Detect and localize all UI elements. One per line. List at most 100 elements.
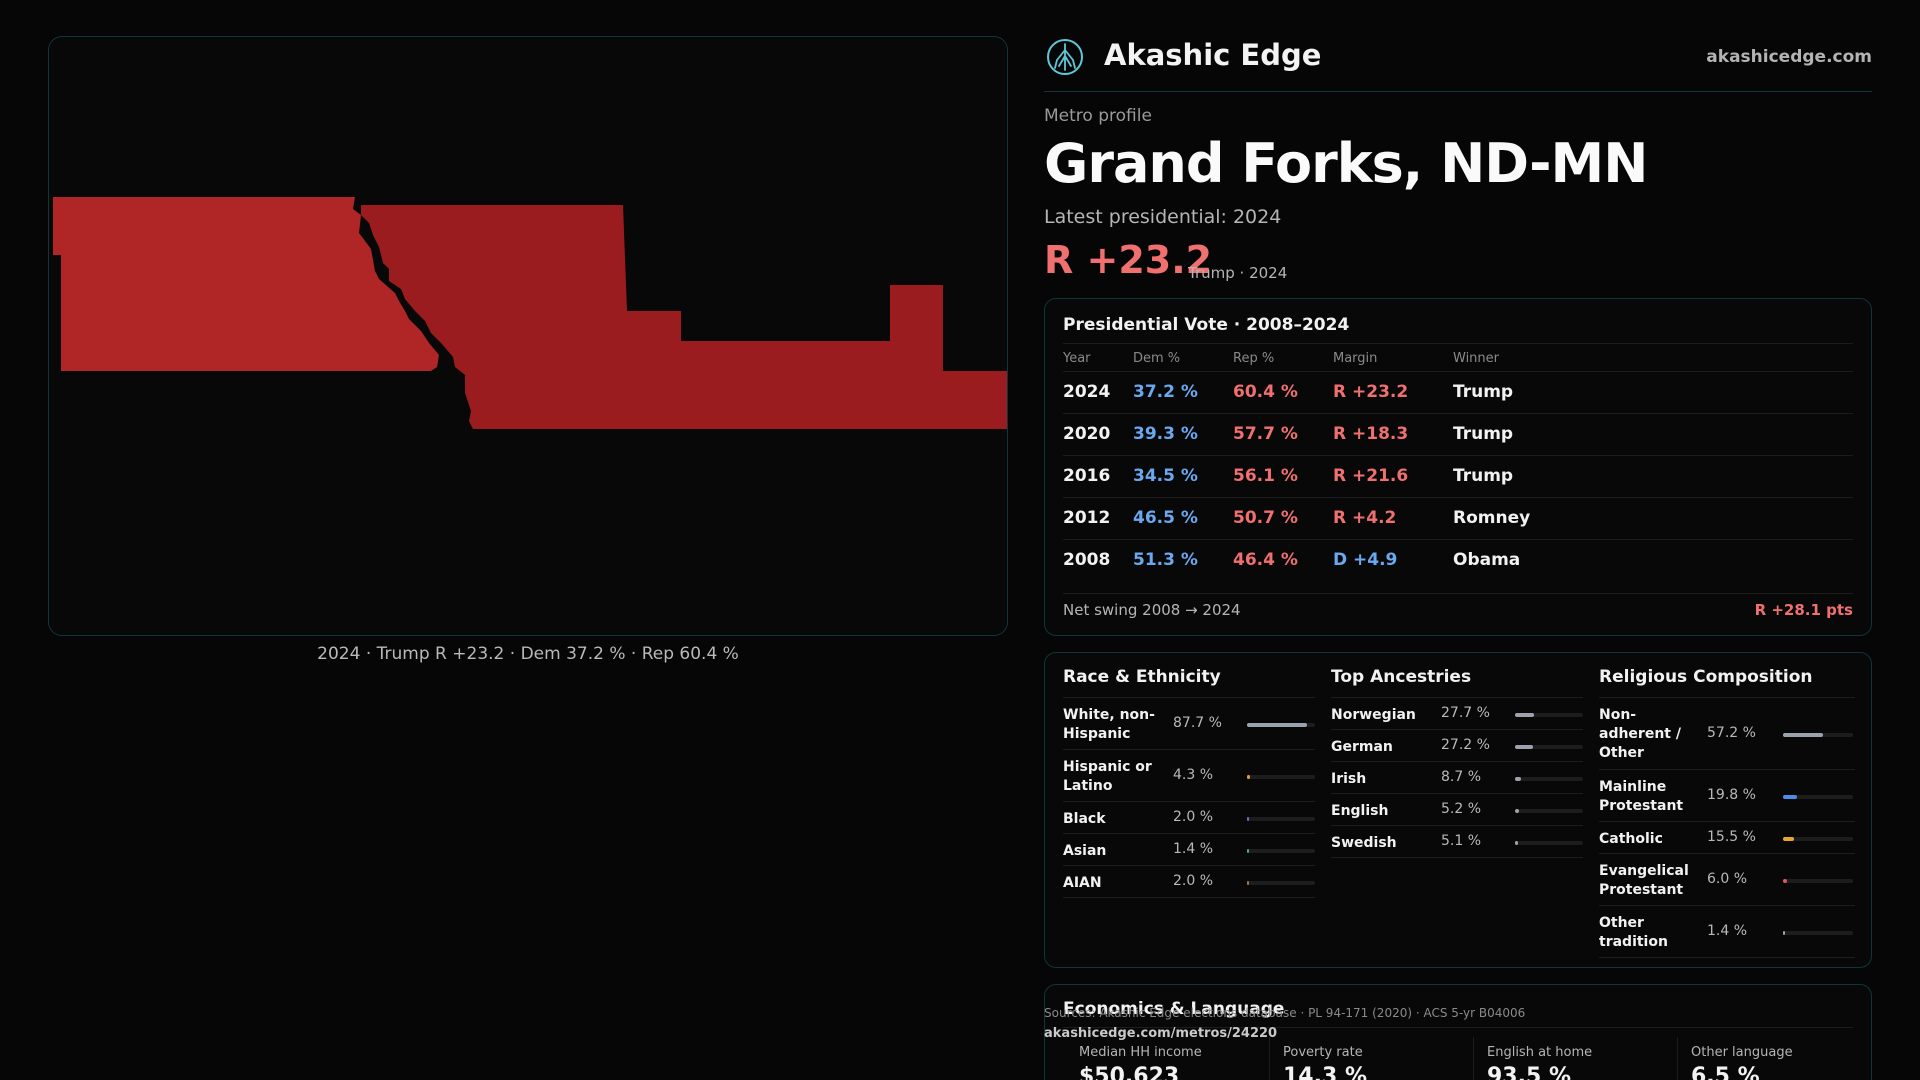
- religion-row: Other tradition 1.4 %: [1599, 906, 1855, 958]
- race-bar-track: [1247, 881, 1315, 885]
- demographics-card: Race & Ethnicity White, non-Hispanic 87.7…: [1044, 652, 1872, 968]
- religion-label: Catholic: [1599, 831, 1663, 847]
- latest-presidential-label: Latest presidential: 2024: [1044, 206, 1282, 228]
- ancestry-bar-track: [1515, 777, 1583, 781]
- brand-name[interactable]: Akashic Edge: [1104, 38, 1322, 72]
- vote-dem-pct: 46.5 %: [1133, 508, 1198, 528]
- religion-value: 6.0 %: [1707, 871, 1748, 887]
- metro-map[interactable]: [48, 36, 1008, 636]
- county-shapes: [53, 197, 1008, 429]
- race-value: 2.0 %: [1173, 873, 1214, 889]
- page-url[interactable]: akashicedge.com/metros/24220: [1044, 1026, 1278, 1041]
- vote-year: 2024: [1063, 382, 1111, 402]
- econ-stat: Median HH income $50,623: [1079, 1045, 1269, 1080]
- race-row: Black 2.0 %: [1063, 802, 1315, 834]
- ancestry-label: German: [1331, 739, 1393, 755]
- ancestry-bar-fill: [1515, 809, 1519, 813]
- religion-bar-fill: [1783, 931, 1785, 935]
- race-row: White, non-Hispanic 87.7 %: [1063, 698, 1315, 750]
- divider: [1063, 1027, 1853, 1028]
- religion-label: Non-adherent / Other: [1599, 707, 1681, 761]
- net-swing-value: R +28.1 pts: [1754, 601, 1853, 619]
- vote-dem-pct: 37.2 %: [1133, 382, 1198, 402]
- col-header-margin: Margin: [1333, 351, 1378, 366]
- vote-year: 2012: [1063, 508, 1111, 528]
- page-title: Grand Forks, ND-MN: [1044, 132, 1648, 195]
- vote-rep-pct: 57.7 %: [1233, 424, 1298, 444]
- econ-stat-value: 6.5 %: [1691, 1064, 1760, 1080]
- religion-row: Mainline Protestant 19.8 %: [1599, 770, 1855, 822]
- ancestry-bar-fill: [1515, 713, 1534, 717]
- vote-row: 2016 34.5 % 56.1 % R +21.6 Trump: [1063, 455, 1853, 497]
- vote-year: 2016: [1063, 466, 1111, 486]
- ancestry-bar-track: [1515, 809, 1583, 813]
- eyebrow-label: Metro profile: [1044, 106, 1152, 126]
- vote-margin: R +4.2: [1333, 508, 1397, 528]
- county-grand-forks-nd[interactable]: [53, 197, 439, 371]
- race-bar-track: [1247, 775, 1315, 779]
- divider: [1599, 697, 1855, 698]
- vote-dem-pct: 34.5 %: [1133, 466, 1198, 486]
- race-ethnicity-column: Race & Ethnicity White, non-Hispanic 87.7…: [1063, 667, 1315, 898]
- vote-year: 2020: [1063, 424, 1111, 444]
- ancestry-label: English: [1331, 803, 1389, 819]
- ancestry-bar-fill: [1515, 841, 1519, 845]
- net-swing-label: Net swing 2008 → 2024: [1063, 601, 1241, 619]
- race-bar-track: [1247, 723, 1315, 727]
- vote-year: 2008: [1063, 550, 1111, 570]
- religion-row: Catholic 15.5 %: [1599, 822, 1855, 854]
- religion-value: 19.8 %: [1707, 787, 1756, 803]
- race-label: Hispanic or Latino: [1063, 759, 1152, 794]
- ancestry-label: Swedish: [1331, 835, 1397, 851]
- vote-margin: R +18.3: [1333, 424, 1409, 444]
- religion-bar-fill: [1783, 879, 1788, 883]
- race-value: 1.4 %: [1173, 841, 1214, 857]
- religion-row: Non-adherent / Other 57.2 %: [1599, 698, 1855, 770]
- ancestry-value: 5.1 %: [1441, 833, 1482, 849]
- vote-row: 2020 39.3 % 57.7 % R +18.3 Trump: [1063, 413, 1853, 455]
- religion-label: Other tradition: [1599, 915, 1668, 950]
- race-title: Race & Ethnicity: [1063, 667, 1221, 687]
- divider: [1063, 343, 1853, 344]
- vote-rep-pct: 56.1 %: [1233, 466, 1298, 486]
- site-header: Akashic Edge akashicedge.com: [1044, 36, 1872, 92]
- vote-margin: R +23.2: [1333, 382, 1409, 402]
- race-label: Asian: [1063, 843, 1107, 859]
- race-bar-track: [1247, 817, 1315, 821]
- col-header-dem: Dem %: [1133, 351, 1181, 366]
- ancestry-value: 8.7 %: [1441, 769, 1482, 785]
- ancestry-label: Irish: [1331, 771, 1367, 787]
- religion-bar-track: [1783, 931, 1853, 935]
- divider: [1063, 593, 1853, 594]
- econ-stat: Other language 6.5 %: [1691, 1045, 1881, 1080]
- vote-winner: Trump: [1453, 382, 1514, 402]
- ancestry-value: 5.2 %: [1441, 801, 1482, 817]
- religion-value: 15.5 %: [1707, 829, 1756, 845]
- ancestry-row: Swedish 5.1 %: [1331, 826, 1583, 858]
- race-label: White, non-Hispanic: [1063, 707, 1155, 742]
- religion-value: 1.4 %: [1707, 923, 1748, 939]
- race-bar-fill: [1247, 723, 1307, 727]
- vote-dem-pct: 39.3 %: [1133, 424, 1198, 444]
- col-header-winner: Winner: [1453, 351, 1500, 366]
- county-polk-mn[interactable]: [361, 205, 1008, 429]
- religion-bar-track: [1783, 733, 1853, 737]
- tree-emblem-icon[interactable]: [1046, 38, 1084, 76]
- col-header-rep: Rep %: [1233, 351, 1275, 366]
- race-row: Hispanic or Latino 4.3 %: [1063, 750, 1315, 802]
- econ-stat-value: $50,623: [1079, 1064, 1180, 1080]
- ancestry-value: 27.7 %: [1441, 705, 1490, 721]
- vote-dem-pct: 51.3 %: [1133, 550, 1198, 570]
- religion-row: Evangelical Protestant 6.0 %: [1599, 854, 1855, 906]
- ancestry-bar-fill: [1515, 777, 1521, 781]
- econ-stat-label: Other language: [1691, 1045, 1793, 1060]
- site-link[interactable]: akashicedge.com: [1706, 47, 1872, 67]
- vote-margin: D +4.9: [1333, 550, 1398, 570]
- religion-bar-fill: [1783, 733, 1824, 737]
- religion-title: Religious Composition: [1599, 667, 1813, 687]
- econ-stat-label: English at home: [1487, 1045, 1593, 1060]
- religion-bar-fill: [1783, 795, 1797, 799]
- vote-row: 2012 46.5 % 50.7 % R +4.2 Romney: [1063, 497, 1853, 539]
- race-bar-fill: [1247, 881, 1249, 885]
- race-value: 4.3 %: [1173, 767, 1214, 783]
